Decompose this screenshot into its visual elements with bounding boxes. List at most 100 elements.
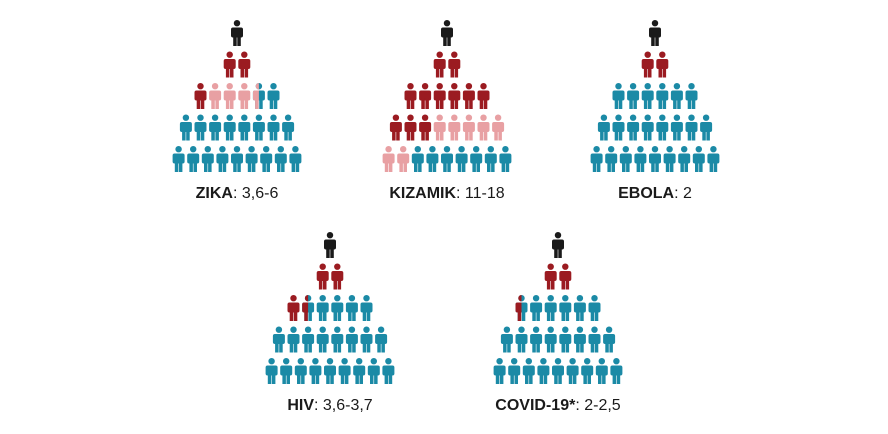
pyramid [590,20,720,172]
person-icon [209,114,222,141]
person-icon [610,358,623,384]
person-icon [238,51,251,78]
person-icon [559,263,572,290]
person-icon [201,146,214,172]
person-icon [470,146,483,172]
person-icon [448,51,461,78]
person-icon [559,326,572,353]
person-icon [294,358,307,384]
person-icon [260,146,273,172]
person-icon [419,83,432,109]
person-icon [707,146,720,172]
person-icon [324,358,336,384]
pyramid [265,232,395,384]
pyramid [382,20,512,172]
pyramid [172,20,302,172]
person-icon [656,83,669,109]
person-icon [649,146,661,172]
person-icon [331,263,344,290]
person-icon [331,295,344,321]
person-icon [265,358,278,384]
person-icon [649,20,661,46]
panel-label: COVID-19*: 2-2,5 [495,397,620,414]
person-icon [530,295,543,321]
person-icon [477,114,490,141]
person-icon [700,114,713,141]
person-icon [345,295,358,321]
disease-name: COVID-19* [495,397,576,414]
person-icon [316,295,329,321]
person-icon [382,146,395,172]
person-icon [484,146,497,172]
person-icon [223,83,236,109]
person-icon [448,114,461,141]
r0-range: : 2 [674,185,692,202]
person-icon [302,326,315,353]
person-icon [670,83,683,109]
person-icon [433,114,446,141]
r0-range: : 3,6-3,7 [314,397,373,414]
person-icon [455,146,468,172]
r0-range: : 2-2,5 [575,397,620,414]
person-icon [544,326,557,353]
person-icon [634,146,647,172]
person-icon [597,114,610,141]
person-icon [441,20,453,46]
person-icon [685,83,698,109]
person-icon [426,146,439,172]
person-icon [641,114,654,141]
person-icon [280,358,293,384]
person-icon [274,146,287,172]
person-icon [612,83,625,109]
person-icon [316,263,329,290]
person-icon [360,295,373,321]
person-icon [559,295,572,321]
person-icon [566,358,579,384]
person-icon [360,326,373,353]
panel-label: KIZAMIK: 11-18 [389,185,504,202]
person-icon [231,146,243,172]
person-icon [231,20,243,46]
person-icon [492,114,505,141]
person-icon [499,146,512,172]
disease-name: KIZAMIK [389,185,456,202]
person-icon [663,146,676,172]
person-icon [493,358,506,384]
person-icon [544,263,557,290]
r0-range: : 3,6-6 [233,185,278,202]
person-icon [245,146,258,172]
person-icon [462,83,475,109]
person-icon [685,114,698,141]
person-icon [515,326,528,353]
person-icon [375,326,388,353]
person-icon [187,146,200,172]
person-icon [678,146,691,172]
person-icon [590,146,603,172]
person-icon [692,146,705,172]
person-icon [588,295,601,321]
person-icon [382,358,395,384]
person-icon [324,232,336,258]
person-icon [581,358,594,384]
person-icon [179,114,192,141]
person-icon [641,83,654,109]
person-icon [627,83,640,109]
person-icon [433,83,446,109]
person-icon [238,114,251,141]
person-icon [522,358,535,384]
person-icon [309,358,322,384]
panel-label: ZIKA: 3,6-6 [196,185,279,202]
person-icon [411,146,424,172]
r0-range: : 11-18 [456,185,505,202]
person-icon [223,51,236,78]
person-icon [287,295,300,321]
person-icon [619,146,632,172]
person-icon [552,358,564,384]
person-icon [573,326,586,353]
panel-label: EBOLA: 2 [618,185,692,202]
person-icon [353,358,366,384]
person-icon [500,326,513,353]
person-icon [508,358,521,384]
